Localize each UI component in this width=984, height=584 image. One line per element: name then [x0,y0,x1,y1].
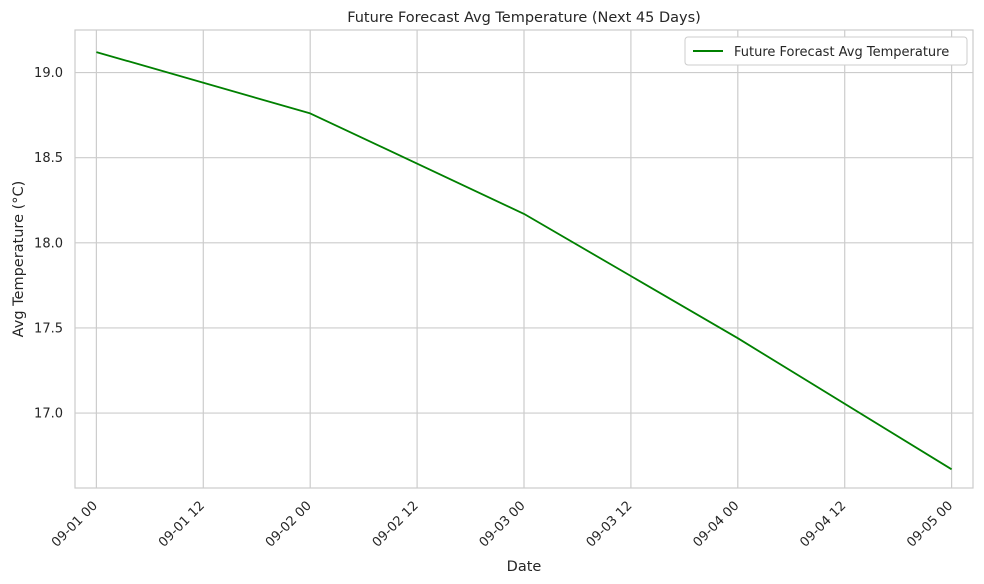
x-axis-ticks: 09-01 00 09-01 12 09-02 00 09-02 12 09-03 00… [49,498,956,550]
plot-frame [74,29,974,489]
legend-entry: Future Forecast Avg Temperature [734,45,949,60]
x-tick-label: 09-03 12 [584,498,636,550]
x-tick-label: 09-04 12 [797,498,849,550]
grid [75,30,973,488]
legend: Future Forecast Avg Temperature [684,36,968,66]
y-tick-label: 17.0 [34,407,63,422]
y-tick-label: 18.5 [34,151,63,166]
x-tick-label: 09-02 00 [263,498,315,550]
y-tick-label: 17.5 [34,321,63,336]
x-tick-label: 09-04 00 [690,498,742,550]
series-line [96,51,953,471]
x-axis-label: Date [507,559,542,575]
x-tick-label: 09-05 00 [904,498,956,550]
y-tick-label: 18.0 [34,236,63,251]
x-tick-label: 09-02 12 [370,498,422,550]
legend-box [684,36,968,66]
x-tick-label: 09-01 00 [49,498,101,550]
series-lines [96,51,953,471]
chart-title: Future Forecast Avg Temperature (Next 45… [347,10,701,26]
y-axis-ticks: 17.0 17.5 18.0 18.5 19.0 [34,66,63,422]
y-tick-label: 19.0 [34,66,63,81]
y-axis-label: Avg Temperature (°C) [11,181,27,338]
x-tick-label: 09-01 12 [156,498,208,550]
x-tick-label: 09-03 00 [477,498,529,550]
